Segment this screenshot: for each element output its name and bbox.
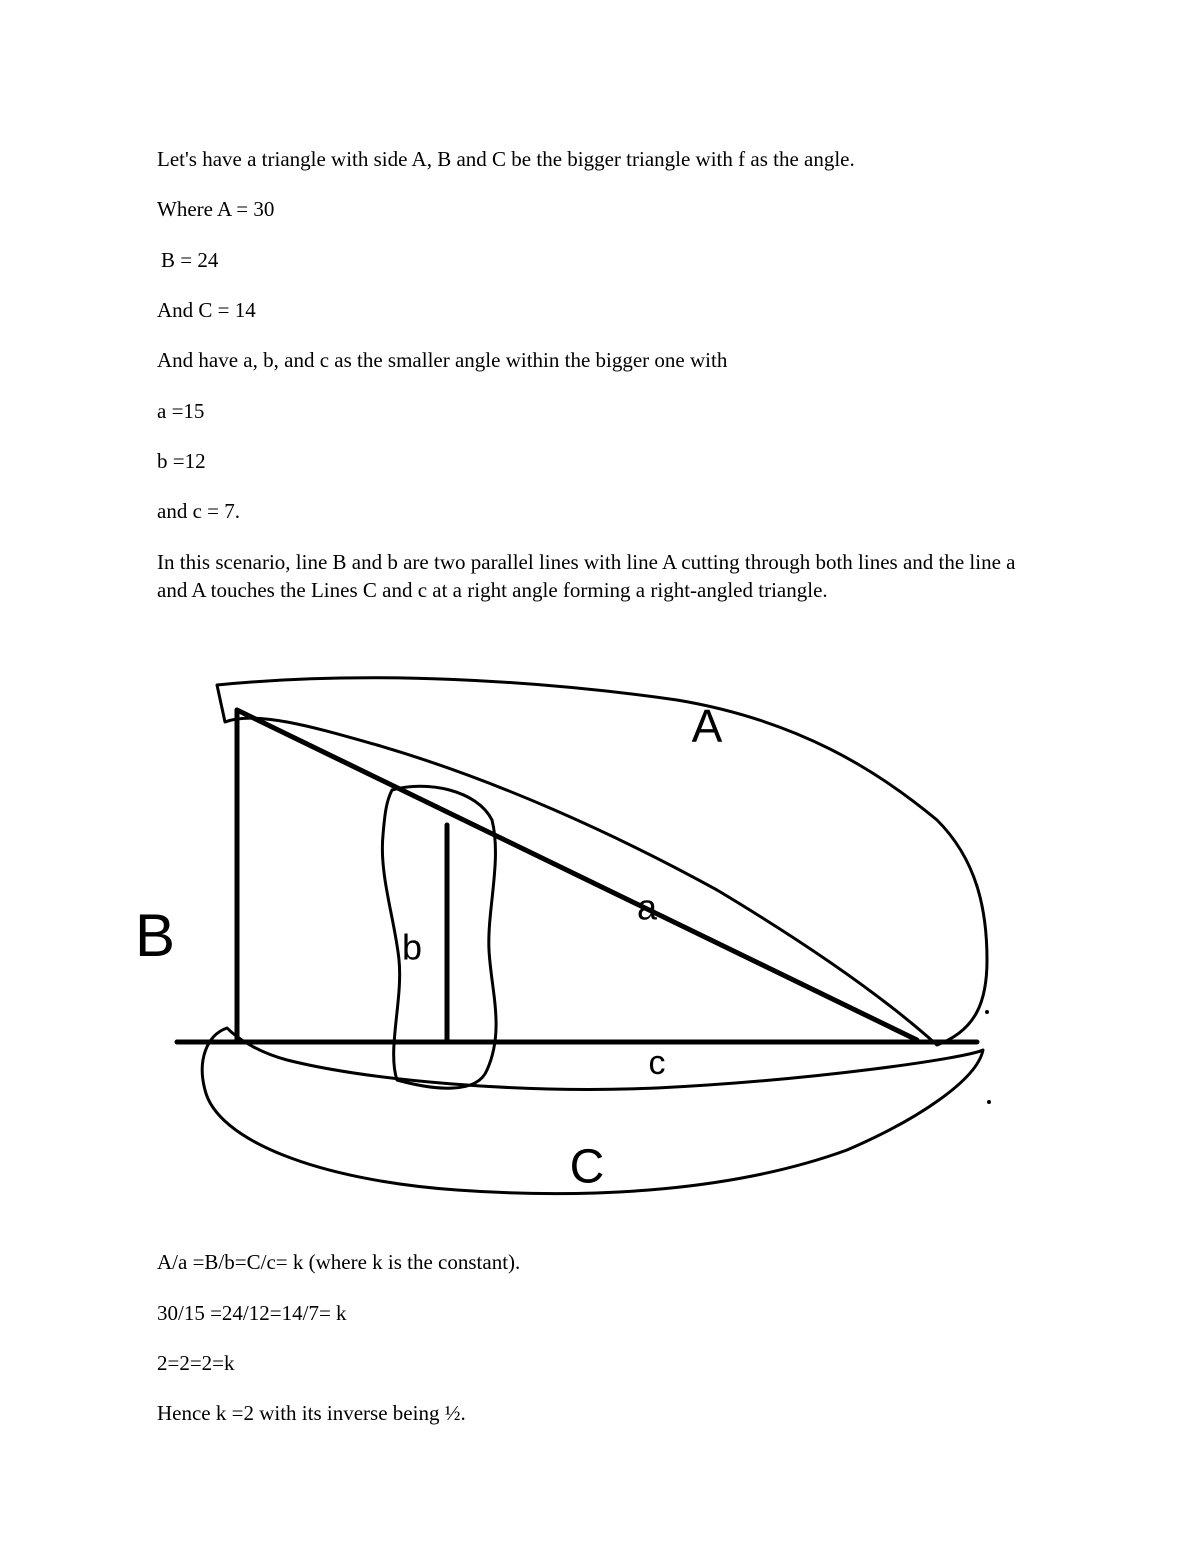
paragraph-C: And C = 14	[157, 296, 1050, 324]
paragraph-scenario: In this scenario, line B and b are two p…	[157, 548, 1050, 605]
paragraph-eq4: Hence k =2 with its inverse being ½.	[157, 1399, 1050, 1427]
svg-text:c: c	[649, 1044, 666, 1082]
paragraph-a: a =15	[157, 397, 1050, 425]
diagram-container: ABCabc	[157, 650, 1050, 1210]
triangle-diagram: A B Ca b c	[117, 650, 1007, 1210]
paragraph-eq1: A/a =B/b=C/c= k (where k is the constant…	[157, 1248, 1050, 1276]
svg-text:A: A	[692, 701, 723, 753]
paragraph-eq2: 30/15 =24/12=14/7= k	[157, 1299, 1050, 1327]
svg-text:B: B	[135, 902, 175, 969]
paragraph-A: Where A = 30	[157, 195, 1050, 223]
paragraph-smalltri: And have a, b, and c as the smaller angl…	[157, 346, 1050, 374]
svg-text:C: C	[570, 1141, 605, 1194]
paragraph-eq3: 2=2=2=k	[157, 1349, 1050, 1377]
paragraph-b: b =12	[157, 447, 1050, 475]
paragraph-intro: Let's have a triangle with side A, B and…	[157, 145, 1050, 173]
paragraph-c: and c = 7.	[157, 497, 1050, 525]
document-page: Let's have a triangle with side A, B and…	[0, 0, 1200, 1553]
svg-text:b: b	[402, 927, 422, 968]
paragraph-B: B = 24	[157, 246, 1050, 274]
svg-text:a: a	[637, 887, 658, 928]
